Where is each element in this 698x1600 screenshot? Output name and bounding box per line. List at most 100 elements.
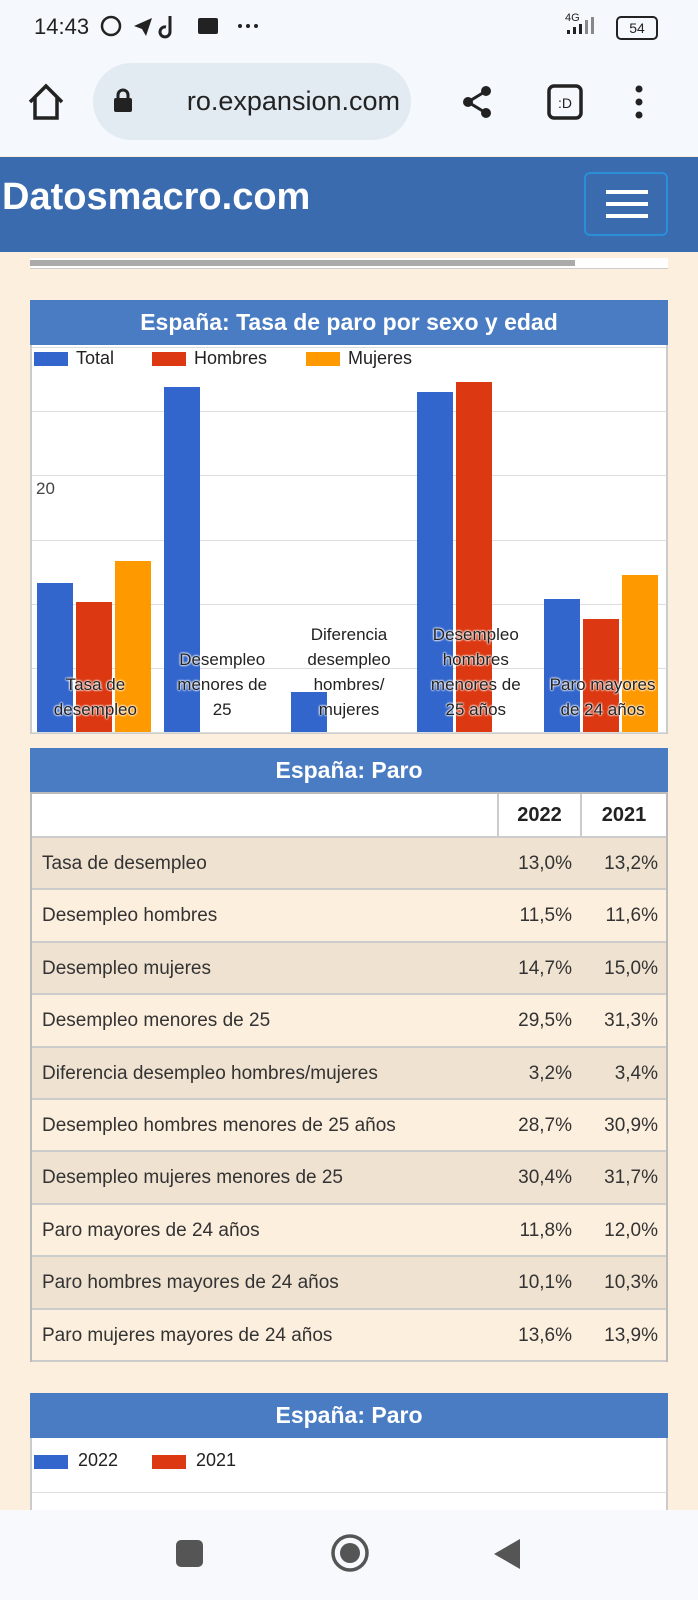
x-tick-label: Diferencia desempleo hombres/ mujeres <box>307 625 391 719</box>
hamburger[interactable] <box>584 172 668 236</box>
share-button[interactable] <box>460 84 496 120</box>
y-tick-label: 20 <box>36 479 55 499</box>
table-row <box>32 1047 666 1100</box>
legend-swatch <box>34 352 68 366</box>
back-button[interactable] <box>492 1537 522 1571</box>
value-cell: 28,7% <box>518 1115 572 1136</box>
grid-line <box>32 347 666 348</box>
legend-swatch <box>34 1455 68 1469</box>
grid-line <box>32 1492 666 1493</box>
home-button[interactable] <box>26 82 66 122</box>
bar <box>583 619 620 732</box>
battery: 54 <box>616 16 658 40</box>
value-cell: 13,2% <box>604 853 658 874</box>
clock: 14:43 <box>34 14 90 39</box>
legend-label: Total <box>76 348 115 368</box>
table-title: España: Paro <box>30 748 668 792</box>
signal-icon <box>567 17 594 34</box>
label-cell: Desempleo hombres <box>42 905 218 927</box>
data-table: 2022 2021 Tasa de desempleo 13,0% 13,2% Desem… <box>30 792 668 1362</box>
url-bar[interactable] <box>93 63 411 140</box>
column-header: 2021 <box>580 794 666 836</box>
value-cell: 15,0% <box>604 957 658 979</box>
value-cell: 31,3% <box>604 1010 658 1032</box>
lock-icon <box>114 88 132 112</box>
recents-button[interactable] <box>176 1540 203 1567</box>
table-row <box>32 1152 666 1205</box>
grid-line <box>32 539 666 541</box>
legend-swatch <box>152 352 186 366</box>
value-cell: 13,9% <box>604 1324 658 1346</box>
value-cell: 29,5% <box>518 1010 572 1032</box>
x-tick-label: Desempleo menores de 25 <box>177 650 268 719</box>
label-cell: Desempleo mujeres <box>42 957 211 979</box>
bar <box>417 391 454 732</box>
grid-line <box>32 732 666 733</box>
scrollbar <box>30 260 575 266</box>
site-title[interactable]: Datosmacro.com <box>2 176 311 218</box>
status-icons <box>100 15 258 39</box>
chart2-area: 2022 2021 <box>30 1438 668 1510</box>
value-cell: 30,4% <box>518 1167 572 1189</box>
value-cell: 11,5% <box>519 905 572 927</box>
grid-line <box>32 411 666 413</box>
value-cell: 13,6% <box>518 1324 572 1346</box>
x-tick-label: Paro mayores de 24 años <box>549 675 656 719</box>
url: ro.expansion.com <box>186 86 400 116</box>
bar <box>544 598 581 732</box>
value-cell: 11,6% <box>605 905 658 927</box>
grid-line <box>32 603 666 605</box>
bar <box>163 386 200 732</box>
value-cell: 11,8% <box>519 1219 572 1241</box>
header-divider <box>497 794 499 836</box>
value-cell: 30,9% <box>604 1115 658 1136</box>
legend-label: 2021 <box>196 1450 237 1470</box>
table-row <box>32 1204 666 1258</box>
site-header <box>0 157 698 252</box>
table-row <box>32 942 666 996</box>
bar <box>290 692 327 732</box>
legend-label: 2022 <box>78 1450 119 1470</box>
network: 4G <box>565 12 580 24</box>
x-tick-label: Tasa de desempleo <box>53 675 137 719</box>
grid-line <box>32 667 666 669</box>
table-row <box>32 1309 666 1362</box>
table-row <box>32 1100 666 1153</box>
value-cell: 10,3% <box>604 1272 658 1294</box>
legend-swatch <box>306 352 340 366</box>
label-cell: Diferencia desempleo hombres/mujeres <box>42 1062 378 1084</box>
legend-label: Mujeres <box>348 348 413 368</box>
value-cell: 3,2% <box>528 1062 572 1084</box>
bar <box>76 602 112 732</box>
table-row <box>32 1257 666 1310</box>
label-cell: Desempleo hombres menores de 25 años <box>42 1115 396 1136</box>
bar <box>622 575 659 732</box>
home-nav[interactable] <box>329 1532 371 1574</box>
chart2-title: España: Paro <box>30 1393 668 1438</box>
legend-label: Hombres <box>194 348 268 368</box>
grid-line <box>32 475 666 477</box>
value-cell: 3,4% <box>614 1062 658 1084</box>
tabs-button[interactable]: :D <box>546 83 584 121</box>
value-cell: 31,7% <box>604 1167 658 1189</box>
value-cell: 10,1% <box>518 1272 572 1294</box>
label-cell: Tasa de desempleo <box>42 853 207 874</box>
value-cell: 12,0% <box>604 1219 658 1241</box>
column-header: 2022 <box>497 794 580 836</box>
bar <box>115 561 151 732</box>
legend-swatch <box>152 1455 186 1469</box>
value-cell: 14,7% <box>518 957 572 979</box>
bar <box>37 583 73 732</box>
menu-button[interactable] <box>632 84 646 120</box>
label-cell: Paro mayores de 24 años <box>42 1219 260 1241</box>
label-cell: Desempleo mujeres menores de 25 <box>42 1167 343 1189</box>
svg-text::D: :D <box>558 95 572 111</box>
value-cell: 13,0% <box>518 853 572 874</box>
label-cell: Paro hombres mayores de 24 años <box>42 1272 339 1294</box>
scroll-strip <box>30 258 668 269</box>
plot-area: 1020TotalHombresMujeresTasa de desempleo… <box>32 345 666 733</box>
label-cell: Paro mujeres mayores de 24 años <box>42 1324 333 1346</box>
table-row <box>32 838 666 891</box>
